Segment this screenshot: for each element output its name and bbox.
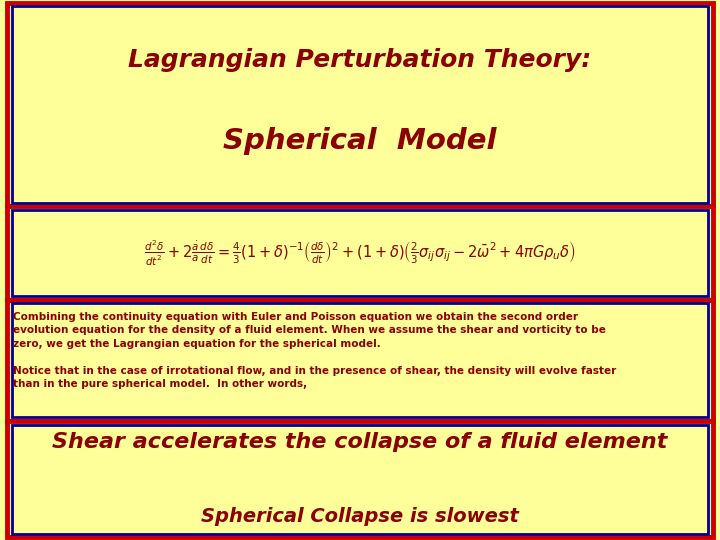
Text: Lagrangian Perturbation Theory:: Lagrangian Perturbation Theory: [128,48,592,72]
Text: than in the pure spherical model.  In other words,: than in the pure spherical model. In oth… [13,379,307,389]
Text: Spherical Collapse is slowest: Spherical Collapse is slowest [201,507,519,526]
Text: Combining the continuity equation with Euler and Poisson equation we obtain the : Combining the continuity equation with E… [13,312,578,322]
Text: evolution equation for the density of a fluid element. When we assume the shear : evolution equation for the density of a … [13,325,606,335]
Text: $\frac{d^2\delta}{dt^2} + 2\frac{\dot{a}}{a}\frac{d\delta}{dt} = \frac{4}{3}(1+\: $\frac{d^2\delta}{dt^2} + 2\frac{\dot{a}… [144,239,576,267]
Text: Spherical  Model: Spherical Model [223,127,497,155]
Text: Shear accelerates the collapse of a fluid element: Shear accelerates the collapse of a flui… [53,432,667,452]
Text: zero, we get the Lagrangian equation for the spherical model.: zero, we get the Lagrangian equation for… [13,339,381,349]
Text: Notice that in the case of irrotational flow, and in the presence of shear, the : Notice that in the case of irrotational … [13,366,616,376]
